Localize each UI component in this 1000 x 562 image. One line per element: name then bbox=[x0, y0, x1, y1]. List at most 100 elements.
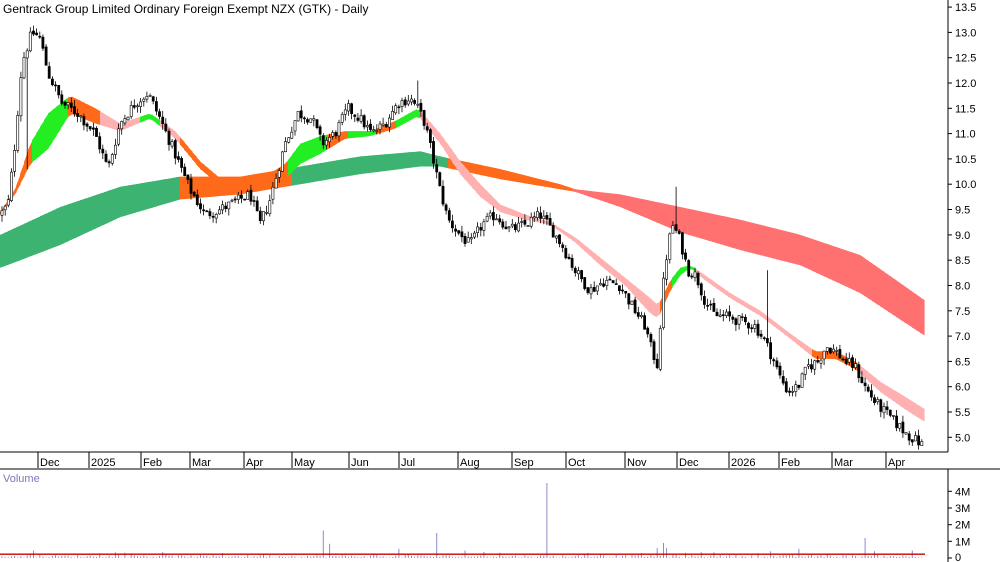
short-term-average-ribbon-segment bbox=[440, 133, 445, 150]
short-term-average-ribbon-segment bbox=[772, 319, 777, 328]
candle-body bbox=[526, 225, 530, 227]
long-term-average-ribbon-segment bbox=[644, 199, 649, 219]
long-term-average-ribbon-segment bbox=[908, 288, 913, 328]
long-term-average-ribbon-segment bbox=[740, 219, 745, 252]
long-term-average-ribbon-segment bbox=[524, 175, 529, 184]
candle-body bbox=[63, 101, 67, 106]
long-term-average-ribbon-segment bbox=[828, 244, 833, 281]
short-term-average-ribbon-segment bbox=[156, 117, 161, 127]
candle-body bbox=[879, 399, 883, 412]
short-term-average-ribbon-segment bbox=[648, 296, 653, 315]
candle-body bbox=[643, 315, 647, 330]
long-term-average-ribbon-segment bbox=[548, 181, 553, 188]
candle-body bbox=[432, 141, 435, 164]
long-term-average-ribbon-segment bbox=[68, 203, 73, 242]
long-term-average-ribbon-segment bbox=[428, 153, 433, 167]
candle-body bbox=[920, 441, 924, 446]
long-term-average-ribbon-segment bbox=[736, 218, 741, 250]
long-term-average-ribbon-segment bbox=[900, 283, 905, 323]
long-term-average-ribbon-segment bbox=[104, 190, 109, 225]
short-term-average-ribbon-segment bbox=[256, 179, 261, 188]
short-term-average-ribbon-segment bbox=[664, 284, 669, 305]
long-term-average-ribbon-segment bbox=[500, 169, 505, 180]
candle-body bbox=[340, 114, 344, 123]
time-tick-label: Oct bbox=[568, 457, 585, 469]
long-term-average-ribbon-segment bbox=[920, 297, 925, 336]
price-tick-label: 12.0 bbox=[955, 78, 976, 90]
candle-body bbox=[851, 357, 854, 368]
long-term-average-ribbon-segment bbox=[380, 154, 385, 172]
long-term-average-ribbon-segment bbox=[208, 176, 213, 198]
short-term-average-ribbon-segment bbox=[444, 139, 449, 156]
long-term-average-ribbon-segment bbox=[360, 156, 365, 175]
candle-body bbox=[164, 123, 168, 132]
time-tick-label: Dec bbox=[679, 457, 699, 469]
short-term-average-ribbon-segment bbox=[56, 103, 61, 136]
long-term-average-ribbon-segment bbox=[824, 243, 829, 279]
candle-body bbox=[841, 358, 845, 361]
candle-body bbox=[400, 100, 404, 107]
candle-body bbox=[835, 349, 839, 352]
long-term-average-ribbon-segment bbox=[96, 193, 101, 229]
candle-body bbox=[639, 315, 643, 317]
long-term-average-ribbon-segment bbox=[784, 230, 789, 263]
candle-body bbox=[233, 198, 237, 201]
long-term-average-ribbon-segment bbox=[416, 151, 421, 167]
candle-body bbox=[195, 194, 199, 206]
candle-body bbox=[788, 390, 791, 393]
long-term-average-ribbon-segment bbox=[708, 212, 713, 242]
candle-body bbox=[702, 296, 706, 305]
short-term-average-ribbon-segment bbox=[560, 228, 565, 235]
long-term-average-ribbon-segment bbox=[892, 277, 897, 317]
candle-body bbox=[743, 316, 747, 323]
short-term-average-ribbon-segment bbox=[612, 267, 617, 279]
long-term-average-ribbon-segment bbox=[884, 271, 889, 312]
candle-body bbox=[914, 435, 917, 442]
long-term-average-ribbon-segment bbox=[72, 201, 77, 240]
candlestick-series bbox=[0, 25, 924, 450]
long-term-average-ribbon-segment bbox=[628, 196, 633, 213]
long-term-average-ribbon-segment bbox=[832, 245, 837, 282]
short-term-average-ribbon-segment bbox=[656, 301, 661, 318]
candle-body bbox=[425, 126, 429, 131]
long-term-average-ribbon-segment bbox=[152, 180, 157, 208]
short-term-average-ribbon-segment bbox=[616, 270, 621, 282]
price-tick-label: 9.5 bbox=[955, 205, 970, 217]
volume-tick-label: 0 bbox=[955, 552, 961, 562]
candle-body bbox=[545, 215, 549, 220]
long-term-average-ribbon-segment bbox=[20, 223, 25, 261]
candle-body bbox=[567, 256, 571, 259]
short-term-average-ribbon-segment bbox=[296, 143, 301, 168]
candle-body bbox=[614, 283, 618, 285]
candle-body bbox=[649, 334, 653, 343]
candle-body bbox=[268, 200, 272, 214]
long-term-average-ribbon-segment bbox=[520, 174, 525, 184]
long-term-average-ribbon-segment bbox=[716, 214, 721, 245]
long-term-average-ribbon-segment bbox=[772, 227, 777, 260]
short-term-average-ribbon-segment bbox=[76, 98, 81, 118]
candle-body bbox=[189, 178, 193, 194]
candle-body bbox=[558, 234, 561, 244]
candle-body bbox=[252, 200, 256, 202]
long-term-average-ribbon-segment bbox=[24, 221, 29, 259]
candle-body bbox=[117, 128, 121, 145]
candle-body bbox=[359, 115, 363, 122]
candle-body bbox=[605, 279, 609, 286]
short-term-average-ribbon-segment bbox=[708, 277, 713, 286]
long-term-average-ribbon-segment bbox=[748, 221, 753, 254]
long-term-average-ribbon-segment bbox=[52, 208, 57, 248]
price-tick-label: 11.0 bbox=[955, 129, 976, 141]
long-term-average-ribbon-segment bbox=[136, 183, 141, 213]
short-term-average-ribbon-segment bbox=[624, 277, 629, 289]
long-term-average-ribbon-segment bbox=[860, 255, 865, 296]
long-term-average-ribbon-segment bbox=[560, 184, 565, 190]
short-term-average-ribbon-segment bbox=[504, 206, 509, 215]
candle-body bbox=[891, 415, 895, 417]
short-term-average-ribbon-segment bbox=[412, 109, 417, 120]
short-term-average-ribbon-segment bbox=[628, 280, 633, 294]
candle-body bbox=[180, 158, 184, 168]
candle-body bbox=[302, 117, 306, 120]
candle-body bbox=[403, 99, 407, 106]
long-term-average-ribbon-segment bbox=[388, 153, 393, 171]
